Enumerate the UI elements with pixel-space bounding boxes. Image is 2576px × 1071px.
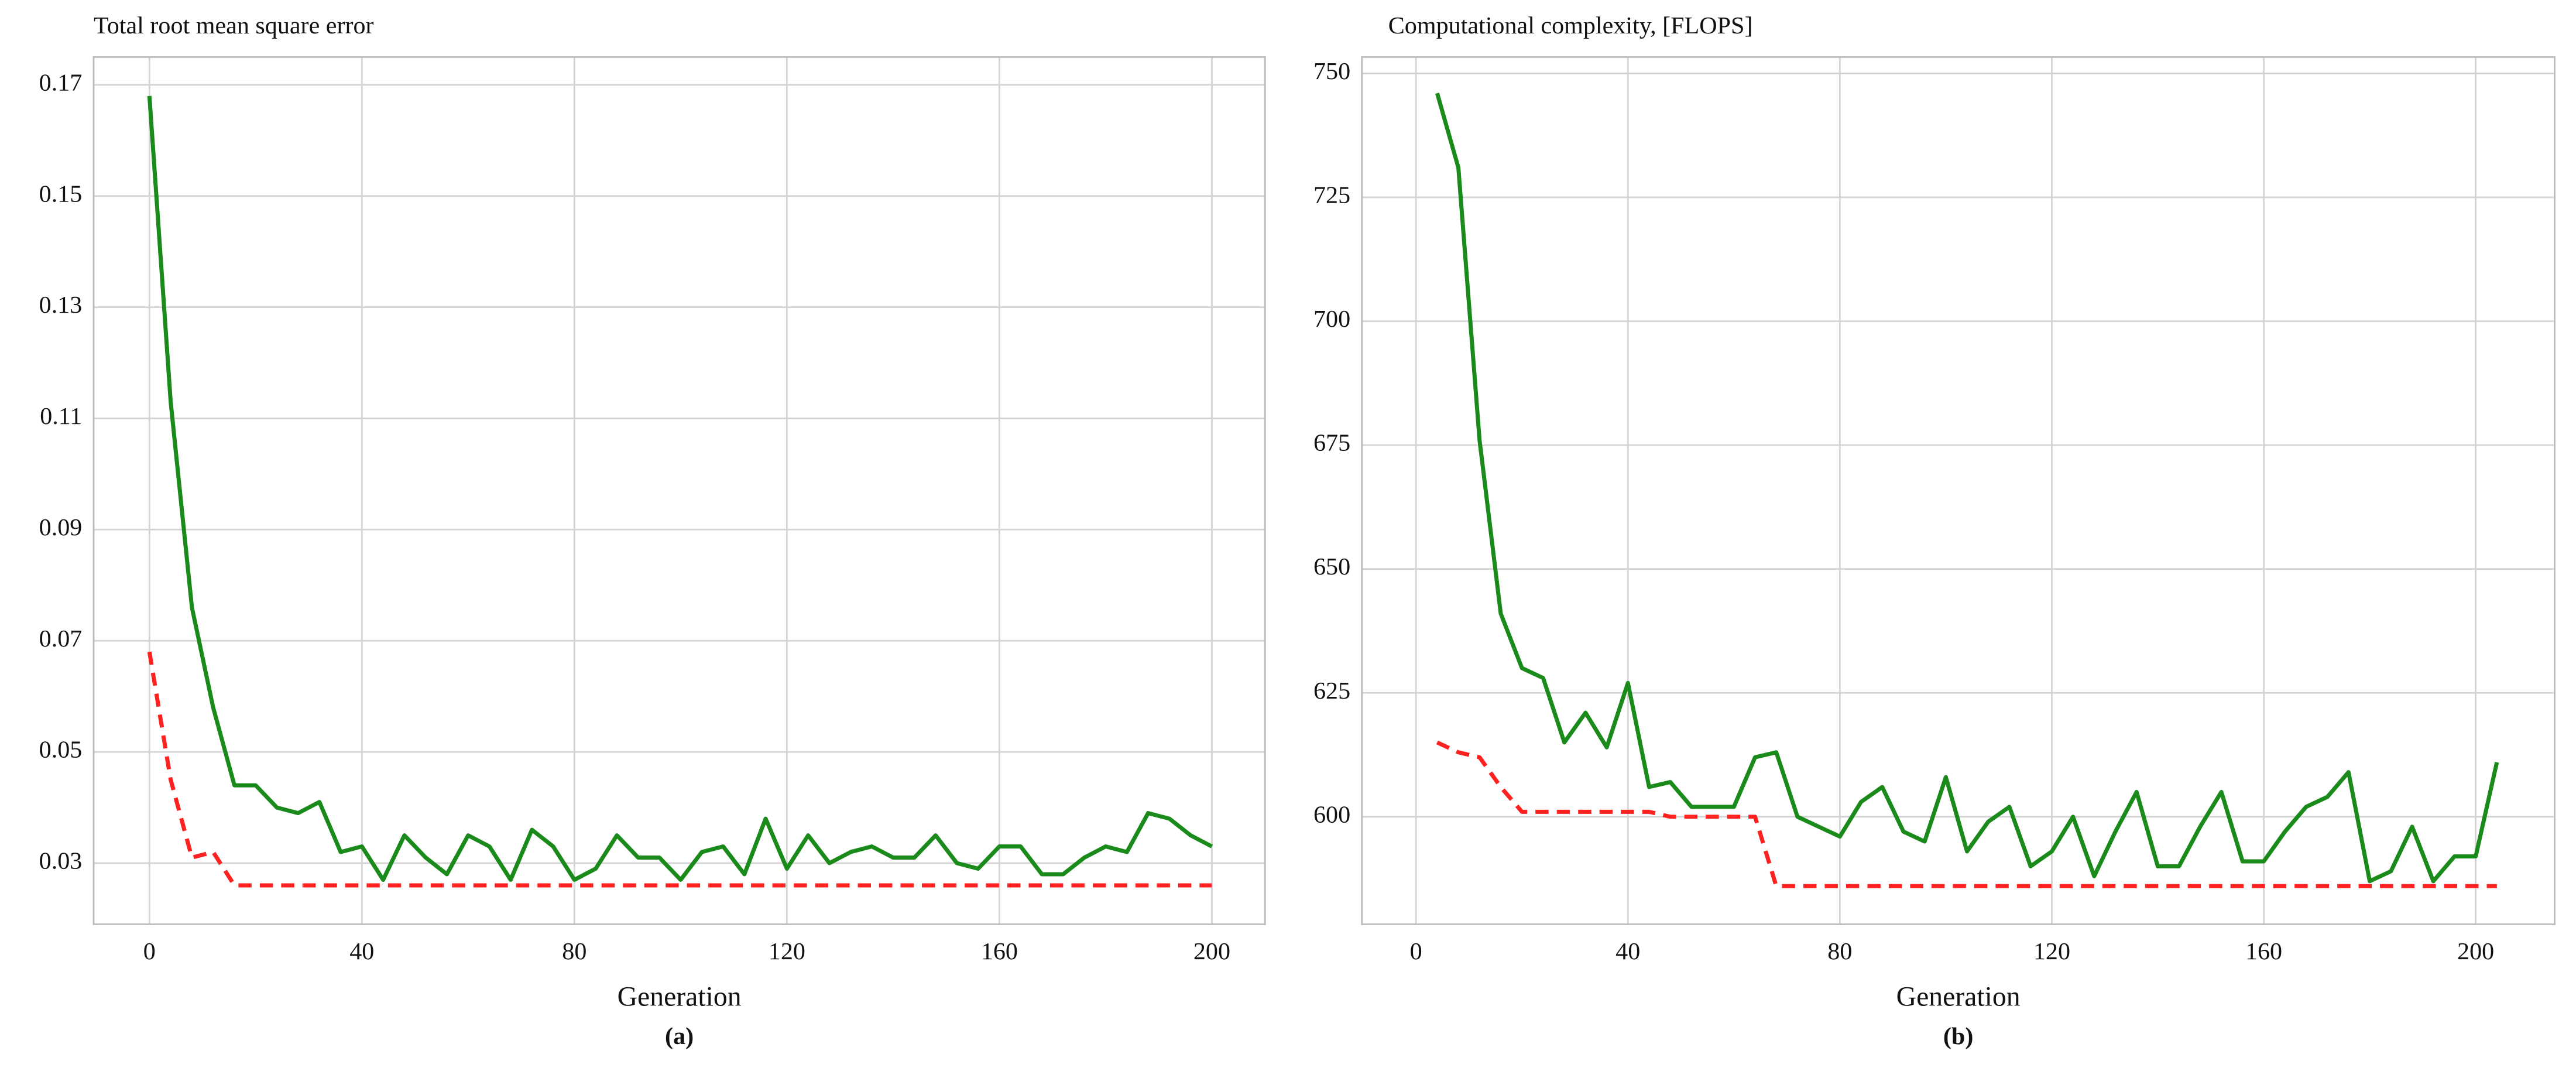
x-tick-label: 200 xyxy=(2457,938,2494,965)
x-axis-label: Generation xyxy=(618,982,742,1012)
y-tick-label: 0.09 xyxy=(39,514,83,541)
y-tick-label: 675 xyxy=(1313,430,1350,457)
y-tick-label: 625 xyxy=(1313,677,1350,704)
y-tick-label: 0.11 xyxy=(40,403,82,430)
data-line xyxy=(147,651,1212,888)
data-line xyxy=(1436,740,2497,888)
chart: Computational complexity, [FLOPS] 600 625 6… xyxy=(1313,12,2556,1050)
x-tick-label: 120 xyxy=(769,938,805,965)
x-tick-label: 40 xyxy=(349,938,374,965)
y-tick-label: 0.17 xyxy=(39,70,83,97)
x-tick-label: 200 xyxy=(1193,938,1230,965)
chart-title: Total root mean square error xyxy=(94,12,374,39)
x-tick-label: 40 xyxy=(1615,938,1640,965)
x-tick-label: 0 xyxy=(143,938,156,965)
y-tick-label: 0.13 xyxy=(39,292,83,319)
x-tick-label: 80 xyxy=(562,938,586,965)
x-tick-label: 0 xyxy=(1410,938,1422,965)
y-tick-label: 0.05 xyxy=(39,737,83,764)
y-tick-label: 0.07 xyxy=(39,625,83,652)
y-tick-label: 600 xyxy=(1313,802,1350,829)
chart: Total root mean square error 0.03 0.05 0.07… xyxy=(39,12,1266,1050)
y-tick-label: 700 xyxy=(1313,306,1350,333)
caption: (b) xyxy=(1943,1023,1973,1050)
y-tick-label: 0.03 xyxy=(39,848,83,875)
y-tick-label: 0.15 xyxy=(39,181,83,208)
x-tick-label: 80 xyxy=(1827,938,1852,965)
data-line xyxy=(1435,93,2499,884)
y-tick-label: 650 xyxy=(1313,553,1350,580)
caption: (a) xyxy=(665,1023,694,1050)
data-line xyxy=(147,95,1213,882)
y-tick-label: 750 xyxy=(1313,58,1350,85)
plot-frame xyxy=(1361,56,2556,925)
x-axis-label: Generation xyxy=(1896,982,2021,1012)
y-tick-label: 725 xyxy=(1313,182,1350,209)
chart-title: Computational complexity, [FLOPS] xyxy=(1388,12,1753,39)
x-tick-label: 120 xyxy=(2033,938,2070,965)
plot-frame xyxy=(92,56,1266,925)
x-tick-label: 160 xyxy=(2245,938,2282,965)
x-tick-label: 160 xyxy=(981,938,1018,965)
